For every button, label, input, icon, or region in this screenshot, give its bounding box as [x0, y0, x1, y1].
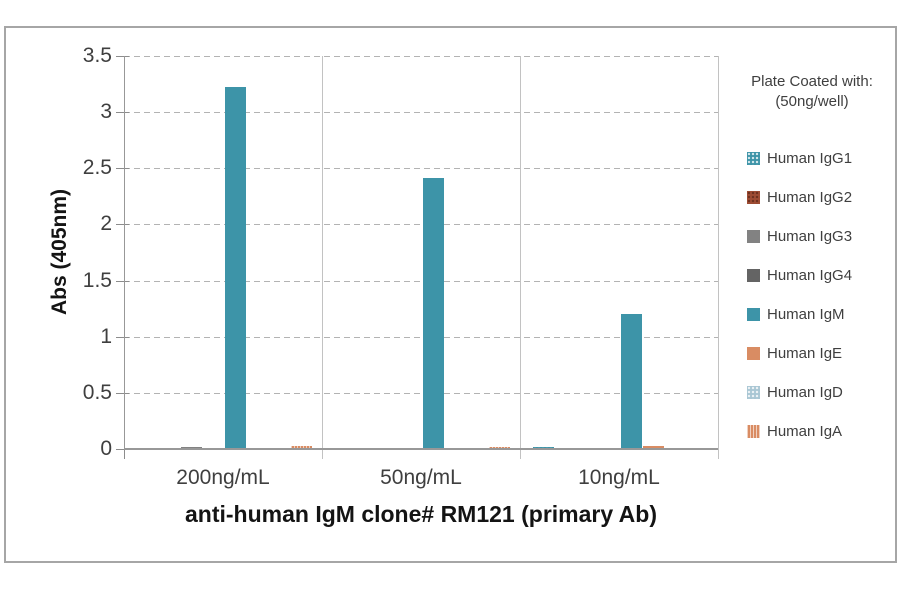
y-axis-tick	[116, 168, 129, 169]
gridline	[124, 337, 718, 338]
legend-swatch-human-igg3	[747, 230, 760, 243]
legend-swatch-human-ige	[747, 347, 760, 360]
legend-swatch-human-igg2	[747, 191, 760, 204]
legend-swatch-human-igg4	[747, 269, 760, 282]
legend-label: Human IgM	[767, 306, 845, 323]
legend-label: Human IgA	[767, 423, 843, 440]
legend-item-human-igg1: Human IgG1	[747, 150, 852, 167]
y-tick-label: 0.5	[82, 381, 112, 404]
gridline	[124, 112, 718, 113]
legend-label: Human IgG3	[767, 228, 853, 245]
legend-item-human-igm: Human IgM	[747, 306, 845, 323]
x-axis-line	[124, 448, 718, 450]
legend-item-human-igg4: Human IgG4	[747, 267, 852, 284]
y-tick-label: 2.5	[82, 156, 112, 179]
y-axis-tick	[116, 449, 129, 450]
bar-human-igm-10ng-ml	[621, 314, 642, 449]
category-separator	[520, 56, 521, 459]
y-tick-label: 0	[100, 437, 112, 460]
y-axis-title: Abs (405nm)	[48, 188, 71, 316]
y-tick-label: 1.5	[82, 269, 112, 292]
legend-label: Human IgG1	[767, 150, 853, 167]
legend-item-human-ige: Human IgE	[747, 345, 842, 362]
x-tick-label: 10ng/mL	[578, 466, 660, 489]
y-tick-label: 1	[100, 325, 112, 348]
category-separator	[322, 56, 323, 459]
gridline	[124, 56, 718, 57]
legend-label: Human IgG2	[767, 189, 853, 206]
gridline	[124, 281, 718, 282]
y-axis-line	[124, 56, 125, 449]
legend-item-human-iga: Human IgA	[747, 423, 842, 440]
legend-swatch-human-igm	[747, 308, 760, 321]
y-axis-tick	[116, 112, 129, 113]
legend-item-human-igd: Human IgD	[747, 384, 843, 401]
legend-title: Plate Coated with: (50ng/well)	[731, 72, 893, 112]
bar-human-igm-200ng-ml	[225, 87, 246, 449]
legend-label: Human IgE	[767, 345, 843, 362]
bar-human-iga-200ng-ml	[291, 446, 312, 449]
gridline	[124, 168, 718, 169]
y-tick-label: 2	[100, 212, 112, 235]
gridline	[124, 393, 718, 394]
y-tick-label: 3	[100, 100, 112, 123]
legend-swatch-human-igd	[747, 386, 760, 399]
bar-human-igm-50ng-ml	[423, 178, 444, 449]
x-tick-label: 50ng/mL	[380, 466, 462, 489]
bar-human-ige-10ng-ml	[643, 446, 664, 449]
legend-title-line2: (50ng/well)	[775, 93, 849, 110]
legend-label: Human IgG4	[767, 267, 853, 284]
gridline	[124, 224, 718, 225]
legend-label: Human IgD	[767, 384, 843, 401]
legend-swatch-human-iga	[747, 425, 760, 438]
legend: Plate Coated with: (50ng/well) Human IgG…	[731, 72, 893, 472]
y-axis-tick	[116, 56, 129, 57]
y-axis-tick	[116, 337, 129, 338]
y-axis-tick	[116, 281, 129, 282]
y-axis-tick	[116, 393, 129, 394]
legend-item-human-igg3: Human IgG3	[747, 228, 852, 245]
category-separator	[718, 56, 719, 459]
x-tick-label: 200ng/mL	[176, 466, 270, 489]
y-axis-tick	[116, 224, 129, 225]
y-tick-label: 3.5	[82, 44, 112, 67]
legend-title-line1: Plate Coated with:	[751, 73, 873, 90]
legend-item-human-igg2: Human IgG2	[747, 189, 852, 206]
legend-swatch-human-igg1	[747, 152, 760, 165]
chart-frame	[4, 26, 897, 563]
x-axis-title: anti-human IgM clone# RM121 (primary Ab)	[185, 501, 657, 527]
x-axis-tick	[124, 449, 125, 459]
